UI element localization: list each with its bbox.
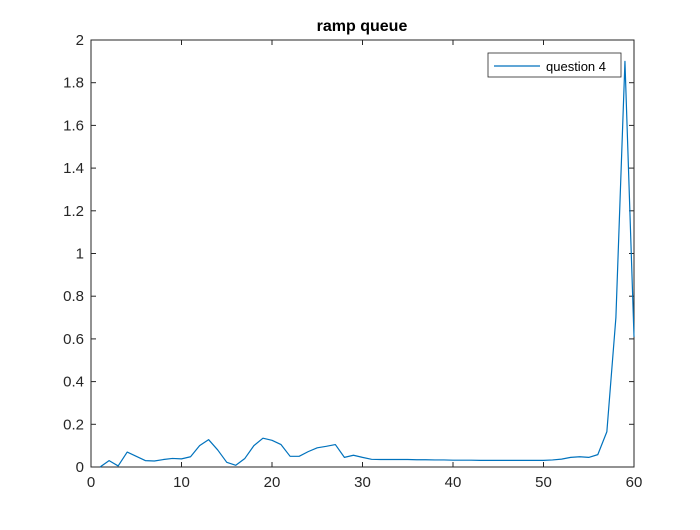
y-tick-label: 2 — [76, 32, 84, 49]
x-tick-label: 40 — [445, 474, 462, 491]
y-tick-label: 0.2 — [63, 416, 84, 433]
y-tick-label: 0.8 — [63, 288, 84, 305]
y-axis: 0 0.2 0.4 0.6 0.8 1 1.2 1.4 1.6 1.8 2 — [63, 32, 634, 476]
x-tick-label: 10 — [173, 474, 190, 491]
x-tick-label: 20 — [264, 474, 281, 491]
x-tick-label: 50 — [535, 474, 552, 491]
plot-area — [90, 39, 635, 468]
legend-label: question 4 — [546, 59, 606, 74]
series-layer — [99, 60, 635, 468]
x-tick-label: 60 — [626, 474, 643, 491]
y-tick-label: 1.8 — [63, 75, 84, 92]
legend: question 4 — [487, 52, 622, 78]
y-tick-label: 1 — [76, 246, 84, 263]
x-tick-label: 30 — [354, 474, 371, 491]
y-tick-label: 1.6 — [63, 117, 84, 134]
y-tick-label: 1.2 — [63, 203, 84, 220]
y-tick-label: 1.4 — [63, 160, 84, 177]
legend-box — [487, 52, 622, 78]
x-axis: 0 10 20 30 40 50 60 — [87, 40, 643, 491]
y-tick-label: 0 — [76, 459, 84, 476]
y-tick-label: 0.4 — [63, 374, 84, 391]
x-tick-label: 0 — [87, 474, 95, 491]
chart-title: ramp queue — [317, 18, 408, 35]
series-line — [99, 60, 635, 468]
y-tick-label: 0.6 — [63, 331, 84, 348]
